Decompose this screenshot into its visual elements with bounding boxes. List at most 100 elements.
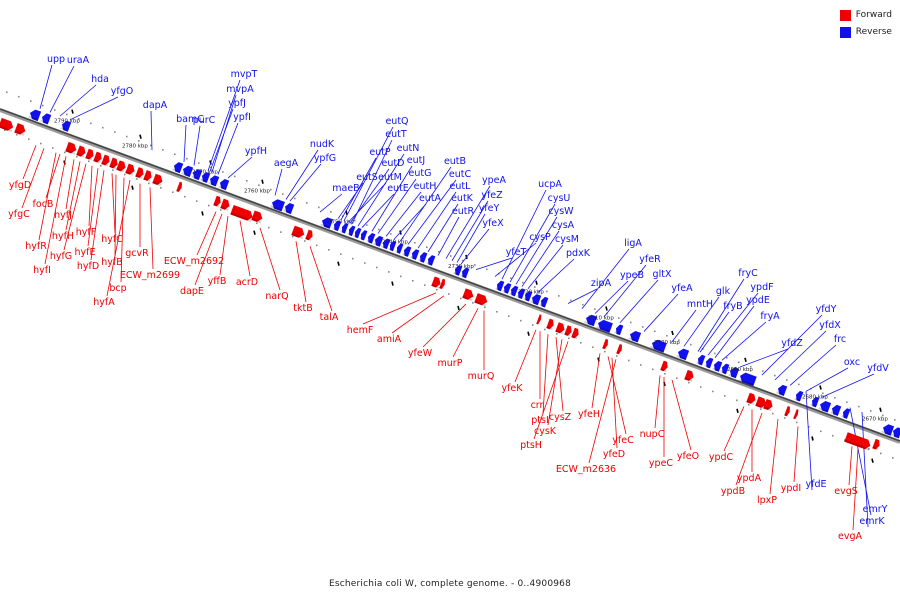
dot	[30, 100, 32, 102]
forward-gene-arrow	[431, 276, 441, 289]
gene-label-lpxP: lpxP	[757, 495, 777, 506]
dot	[414, 241, 416, 244]
leader-line	[87, 168, 99, 247]
leader-line	[607, 356, 627, 435]
forward-gene-arrow	[763, 398, 773, 412]
gene-label-ypfI: ypfI	[233, 112, 251, 123]
dot	[580, 341, 582, 344]
gene-label-uraA: uraA	[67, 55, 90, 66]
leader-line	[351, 139, 393, 225]
leader-line	[289, 163, 322, 202]
leader-line	[377, 178, 417, 234]
leader-line	[69, 96, 119, 121]
scale-label: 2770 kbp	[192, 169, 218, 175]
leader-line	[555, 337, 564, 412]
scale-label: 2690 kbp	[727, 367, 753, 373]
legend-item-reverse: Reverse	[839, 26, 892, 38]
leader-line	[362, 292, 437, 325]
leader-line	[194, 213, 223, 286]
leader-line	[456, 213, 486, 263]
forward-dotted-line	[4, 129, 894, 459]
forward-gene-arrow	[793, 409, 799, 420]
leader-line	[774, 330, 827, 381]
forward-gene-arrow	[251, 210, 263, 224]
gene-label-ECW_m2692: ECW_m2692	[164, 256, 224, 267]
reverse-gene-arrow	[453, 265, 463, 276]
leader-line	[114, 174, 117, 257]
dot	[148, 182, 150, 185]
reverse-gene-arrow	[539, 296, 549, 308]
gene-label-cysW: cysW	[548, 206, 574, 217]
forward-gene-arrow	[546, 318, 554, 331]
dot	[78, 118, 80, 120]
leader-line	[343, 126, 394, 222]
gene-label-purC: purC	[193, 115, 216, 126]
gene-label-dapE: dapE	[180, 286, 204, 297]
reverse-gene-arrow	[614, 324, 624, 336]
gene-label-ypfJ: ypfJ	[228, 98, 246, 109]
dot	[294, 197, 296, 200]
leader-line	[821, 373, 875, 398]
reverse-gene-arrow	[516, 288, 526, 299]
reverse-gene-arrow	[650, 339, 667, 353]
gene-label-cysU: cysU	[548, 193, 571, 204]
dot	[246, 180, 248, 182]
reverse-gene-arrow	[676, 348, 690, 361]
tick-mark	[671, 330, 674, 336]
scale-label: 2780 kbp	[122, 144, 148, 150]
dot	[450, 255, 452, 257]
reverse-gene-arrow	[332, 220, 342, 232]
dot	[210, 166, 212, 169]
gene-label-ypdC: ypdC	[709, 452, 734, 463]
leader-line	[789, 344, 837, 386]
forward-gene-arrow	[152, 173, 163, 187]
dot	[222, 171, 224, 173]
dot	[28, 138, 30, 140]
dot	[880, 452, 882, 455]
dot	[208, 204, 210, 207]
leader-line	[475, 257, 513, 270]
gene-label-ptsI: ptsI	[531, 415, 549, 426]
gene-label-nudK: nudK	[310, 139, 335, 150]
leader-line	[65, 161, 81, 231]
dot	[712, 390, 714, 393]
dot	[736, 399, 738, 402]
reverse-gene-arrow	[502, 283, 512, 294]
forward-gene-arrow	[116, 160, 126, 173]
tick-mark	[736, 408, 739, 414]
tick-mark	[811, 436, 814, 441]
reverse-gene-arrow	[320, 217, 334, 229]
leader-line	[699, 311, 730, 353]
leader-line	[183, 124, 187, 162]
dot	[412, 279, 414, 282]
gene-label-eutS: eutS	[356, 172, 378, 183]
forward-gene-arrow	[755, 396, 767, 410]
reverse-gene-arrow	[776, 384, 788, 396]
reverse-gene-arrow	[818, 401, 832, 413]
gene-label-ypfH: ypfH	[245, 146, 267, 157]
gene-label-eutT: eutT	[385, 129, 407, 140]
dot	[520, 319, 522, 322]
dot	[198, 162, 200, 164]
leader-line	[149, 187, 154, 270]
dot	[760, 408, 762, 410]
reverse-gene-arrow	[347, 225, 356, 237]
gene-label-eutQ: eutQ	[385, 116, 408, 127]
tick-mark	[71, 109, 74, 114]
dot	[604, 350, 606, 353]
dot	[196, 200, 198, 202]
gene-label-eutD: eutD	[382, 158, 405, 169]
gene-label-ucpA: ucpA	[538, 179, 562, 190]
leader-line	[445, 185, 491, 259]
gene-label-murQ: murQ	[468, 371, 495, 382]
dot	[318, 206, 320, 209]
forward-gene-arrow	[176, 181, 182, 193]
reverse-gene-arrow	[366, 233, 376, 244]
leader-line	[849, 407, 872, 516]
dot	[796, 421, 798, 424]
reverse-gene-arrow	[40, 113, 52, 125]
tick-mark	[253, 230, 256, 235]
gene-label-ypeB: ypeB	[620, 270, 644, 281]
leader-line	[391, 295, 445, 334]
leader-line	[542, 334, 549, 415]
